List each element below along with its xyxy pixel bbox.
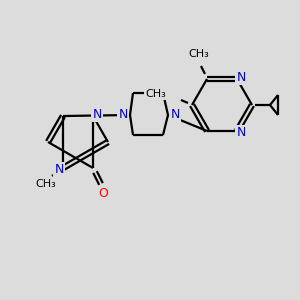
Text: N: N [236, 70, 246, 83]
Text: N: N [118, 109, 128, 122]
Text: N: N [92, 107, 102, 121]
Text: CH₃: CH₃ [36, 179, 56, 189]
Text: N: N [236, 127, 246, 140]
Text: N: N [54, 164, 64, 176]
Text: CH₃: CH₃ [189, 49, 209, 59]
Text: O: O [98, 188, 108, 200]
Text: N: N [170, 109, 180, 122]
Text: CH₃: CH₃ [145, 89, 166, 99]
